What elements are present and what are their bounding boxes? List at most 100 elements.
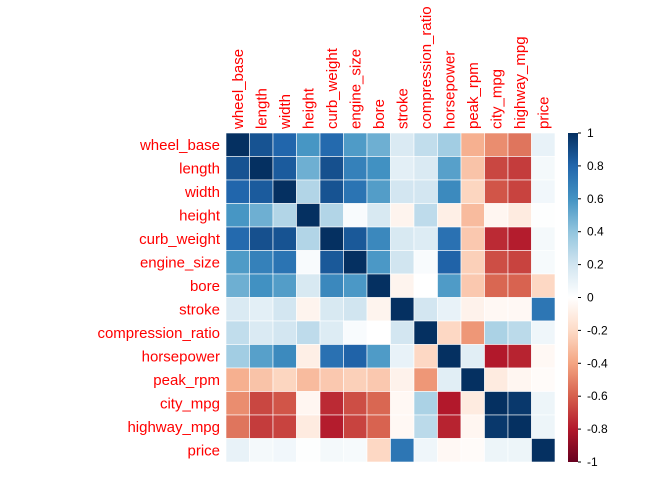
heatmap-cell-curb_weight-city_mpg <box>484 226 509 251</box>
colorbar-tick-label: -0.2 <box>587 323 608 337</box>
colorbar-legend: 1 0.8 0.6 0.4 0.2 0 -0.2 -0.4 -0.6 -0.8 -1 <box>568 126 608 469</box>
heatmap-cell-length-horsepower <box>437 156 462 181</box>
heatmap-cell-peak_rpm-bore <box>366 367 391 392</box>
column-label-compression_ratio: compression_ratio <box>418 6 435 129</box>
heatmap-cell-width-highway_mpg <box>507 179 532 204</box>
heatmap-cell-engine_size-highway_mpg <box>507 250 532 275</box>
heatmap-cell-compression_ratio-length <box>249 320 274 345</box>
column-label-width: width <box>277 94 294 130</box>
heatmap-cell-stroke-length <box>249 297 274 322</box>
heatmap-cell-city_mpg-length <box>249 391 274 416</box>
heatmap-cell-price-compression_ratio <box>413 438 438 463</box>
row-label-bore: bore <box>190 278 220 295</box>
heatmap-cell-engine_size-price <box>531 250 556 275</box>
heatmap-cell-highway_mpg-length <box>249 414 274 439</box>
heatmap-cell-wheel_base-horsepower <box>437 132 462 157</box>
heatmap-cell-wheel_base-height <box>296 132 321 157</box>
heatmap-cell-peak_rpm-stroke <box>390 367 415 392</box>
heatmap-cell-curb_weight-stroke <box>390 226 415 251</box>
heatmap-cell-horsepower-highway_mpg <box>507 344 532 369</box>
heatmap-cell-length-curb_weight <box>319 156 344 181</box>
heatmap-cell-city_mpg-horsepower <box>437 391 462 416</box>
heatmap-cell-peak_rpm-price <box>531 367 556 392</box>
heatmap-cell-peak_rpm-curb_weight <box>319 367 344 392</box>
heatmap-cell-city_mpg-width <box>272 391 297 416</box>
heatmap-cell-wheel_base-wheel_base <box>225 132 250 157</box>
heatmap-cell-wheel_base-engine_size <box>343 132 368 157</box>
heatmap-cell-width-horsepower <box>437 179 462 204</box>
heatmap-cell-width-height <box>296 179 321 204</box>
heatmap-cell-price-width <box>272 438 297 463</box>
row-label-height: height <box>179 207 221 224</box>
row-label-price: price <box>187 442 220 459</box>
column-label-city_mpg: city_mpg <box>488 69 505 129</box>
heatmap-cell-height-length <box>249 203 274 228</box>
heatmap-cell-city_mpg-bore <box>366 391 391 416</box>
heatmap-cell-compression_ratio-horsepower <box>437 320 462 345</box>
colorbar-tick-label: -1 <box>587 455 598 469</box>
heatmap-cell-stroke-compression_ratio <box>413 297 438 322</box>
heatmap-cell-bore-horsepower <box>437 273 462 298</box>
heatmap-cell-engine_size-compression_ratio <box>413 250 438 275</box>
heatmap-cell-compression_ratio-bore <box>366 320 391 345</box>
heatmap-cell-highway_mpg-highway_mpg <box>507 414 532 439</box>
heatmap-cell-price-length <box>249 438 274 463</box>
colorbar-tick-label: 0.2 <box>587 258 604 272</box>
heatmap-cell-highway_mpg-bore <box>366 414 391 439</box>
heatmap-cell-height-city_mpg <box>484 203 509 228</box>
heatmap-cell-width-length <box>249 179 274 204</box>
heatmap-cell-price-bore <box>366 438 391 463</box>
heatmap-cell-curb_weight-peak_rpm <box>460 226 485 251</box>
heatmap-cell-length-compression_ratio <box>413 156 438 181</box>
row-label-curb_weight: curb_weight <box>139 231 221 248</box>
colorbar-tick-label: -0.4 <box>587 356 608 370</box>
row-label-width: width <box>184 184 220 201</box>
heatmap-cell-height-stroke <box>390 203 415 228</box>
heatmap-cell-city_mpg-peak_rpm <box>460 391 485 416</box>
heatmap-cell-curb_weight-curb_weight <box>319 226 344 251</box>
heatmap-cell-highway_mpg-price <box>531 414 556 439</box>
heatmap-cell-height-horsepower <box>437 203 462 228</box>
column-label-highway_mpg: highway_mpg <box>512 36 529 129</box>
heatmap-cell-width-price <box>531 179 556 204</box>
heatmap-cell-engine_size-city_mpg <box>484 250 509 275</box>
heatmap-cell-wheel_base-compression_ratio <box>413 132 438 157</box>
heatmap-cell-curb_weight-engine_size <box>343 226 368 251</box>
colorbar-tick-label: 0.8 <box>587 159 604 173</box>
heatmap-cell-height-bore <box>366 203 391 228</box>
heatmap-cell-stroke-curb_weight <box>319 297 344 322</box>
row-label-engine_size: engine_size <box>140 254 220 271</box>
heatmap-cell-stroke-engine_size <box>343 297 368 322</box>
heatmap-cell-width-city_mpg <box>484 179 509 204</box>
heatmap-cell-compression_ratio-peak_rpm <box>460 320 485 345</box>
heatmap-cell-engine_size-engine_size <box>343 250 368 275</box>
heatmap-cell-engine_size-curb_weight <box>319 250 344 275</box>
column-label-price: price <box>535 96 552 129</box>
heatmap-cell-wheel_base-city_mpg <box>484 132 509 157</box>
heatmap-cell-wheel_base-highway_mpg <box>507 132 532 157</box>
heatmap-cell-peak_rpm-city_mpg <box>484 367 509 392</box>
heatmap-cell-stroke-price <box>531 297 556 322</box>
heatmap-cell-engine_size-bore <box>366 250 391 275</box>
heatmap-cell-city_mpg-city_mpg <box>484 391 509 416</box>
row-label-wheel_base: wheel_base <box>139 137 220 154</box>
heatmap-cell-compression_ratio-height <box>296 320 321 345</box>
heatmap-cell-city_mpg-curb_weight <box>319 391 344 416</box>
heatmap-cell-wheel_base-peak_rpm <box>460 132 485 157</box>
heatmap-cell-peak_rpm-length <box>249 367 274 392</box>
heatmap-cell-height-width <box>272 203 297 228</box>
heatmap-cell-horsepower-horsepower <box>437 344 462 369</box>
heatmap-cell-city_mpg-compression_ratio <box>413 391 438 416</box>
colorbar-tick-label: 0.6 <box>587 192 604 206</box>
heatmap-cell-stroke-stroke <box>390 297 415 322</box>
heatmap-cell-highway_mpg-curb_weight <box>319 414 344 439</box>
heatmap-cell-curb_weight-width <box>272 226 297 251</box>
heatmap-cell-length-city_mpg <box>484 156 509 181</box>
heatmap-cell-city_mpg-height <box>296 391 321 416</box>
heatmap-cell-width-width <box>272 179 297 204</box>
row-label-city_mpg: city_mpg <box>160 395 220 412</box>
heatmap-cell-width-curb_weight <box>319 179 344 204</box>
heatmap-cell-price-engine_size <box>343 438 368 463</box>
heatmap-cell-engine_size-horsepower <box>437 250 462 275</box>
